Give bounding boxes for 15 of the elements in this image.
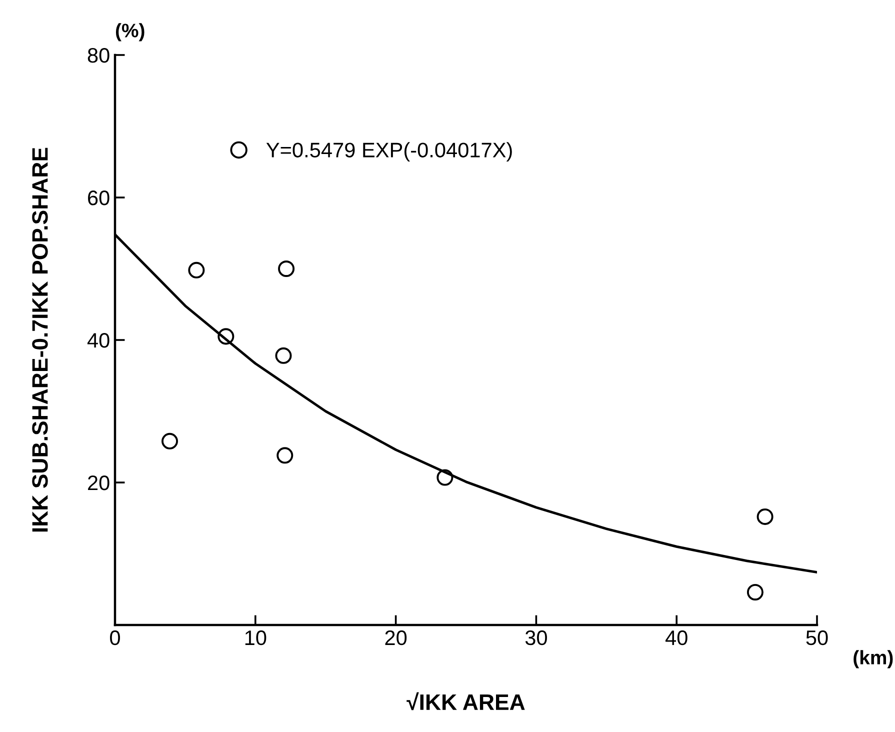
y-tick-label: 80 xyxy=(88,48,110,63)
x-tick-label: 20 xyxy=(385,630,407,646)
x-tick-label: 50 xyxy=(806,630,828,646)
text: (%) xyxy=(116,23,144,42)
x-tick-label: 10 xyxy=(245,630,266,646)
y-tick-label: 60 xyxy=(88,190,110,206)
x-tick-label: 0 xyxy=(110,630,120,646)
y-tick-label: 40 xyxy=(87,333,110,348)
x-tick-label: 30 xyxy=(525,630,547,646)
x-axis-title: √IKK AREA xyxy=(406,692,525,710)
text: (km) xyxy=(854,650,893,668)
y-axis-title: IKK SUB.SHARE-0.7IKK POP.SHARE xyxy=(32,148,48,532)
legend-label: Y=0.5479 EXP(-0.04017X) xyxy=(266,142,512,162)
y-tick-label: 20 xyxy=(88,476,110,490)
x-tick-label: 40 xyxy=(665,630,688,646)
